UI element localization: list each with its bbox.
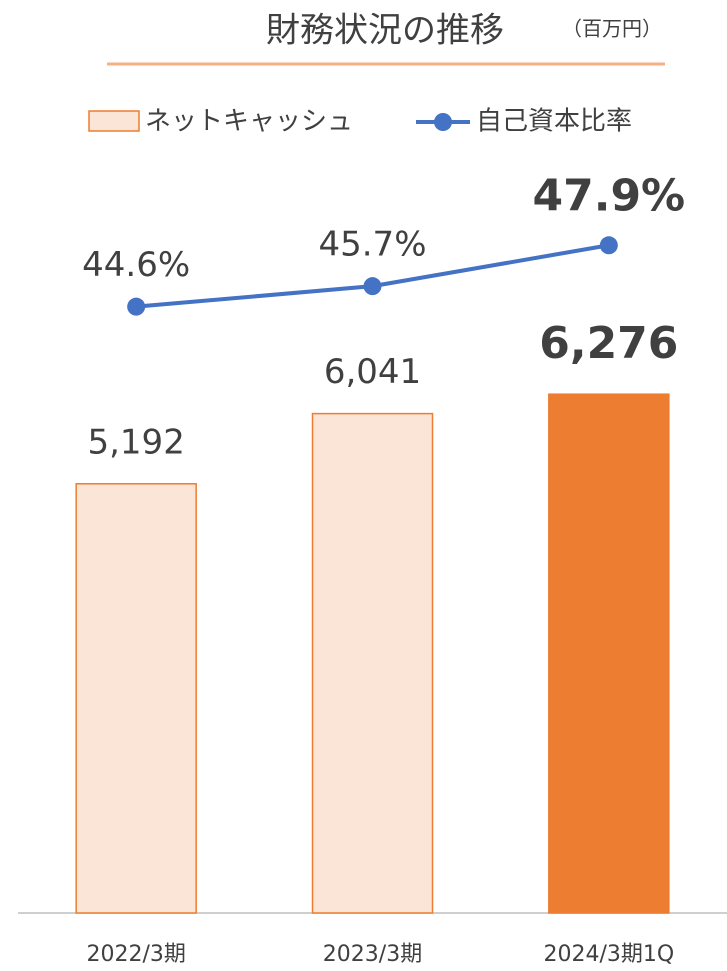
data-label: 6,276 [539, 318, 678, 369]
legend-label: ネットキャッシュ [145, 107, 353, 137]
x-tick-label: 2023/3期 [323, 942, 422, 967]
data-label: 6,041 [324, 352, 421, 392]
data-label: 45.7% [318, 225, 426, 265]
marker [363, 277, 382, 296]
x-tick-label: 2022/3期 [86, 942, 185, 967]
data-label: 44.6% [82, 245, 190, 285]
marker [599, 236, 618, 255]
data-label: 5,192 [87, 422, 184, 462]
legend-marker [434, 113, 452, 131]
chart-title: 財務状況の推移 [266, 11, 504, 51]
bar [548, 393, 670, 914]
x-tick-label: 2024/3期1Q [543, 942, 674, 967]
bar [75, 483, 197, 914]
data-label: 47.9% [533, 170, 686, 221]
bar [311, 412, 434, 914]
legend-swatch [88, 110, 140, 132]
chart-subtitle: （百万円） [562, 17, 662, 41]
legend-label: 自己資本比率 [476, 107, 632, 137]
marker [127, 297, 146, 316]
